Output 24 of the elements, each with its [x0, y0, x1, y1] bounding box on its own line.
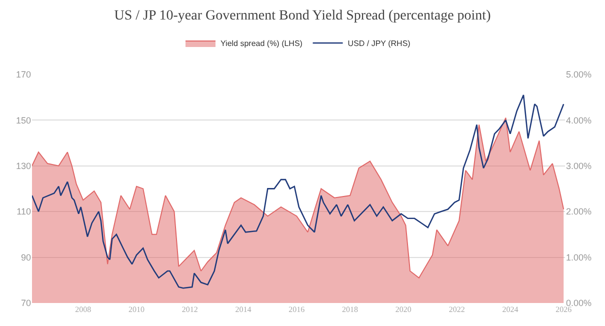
x-tick-label: 2024 [502, 305, 518, 314]
x-tick-label: 2018 [342, 305, 358, 314]
y2-tick-label: 2.00% [566, 206, 592, 217]
y2-tick-label: 4.00% [566, 115, 592, 126]
line-series [32, 94, 564, 289]
x-tick-label: 2016 [288, 305, 305, 314]
y2-tick-label: 3.00% [566, 160, 592, 171]
y-tick-label: 130 [16, 160, 31, 171]
x-tick-label: 2022 [448, 305, 465, 314]
y-tick-label: 110 [16, 206, 31, 217]
y-tick-label: 70 [20, 298, 31, 308]
chart-title: US / JP 10-year Government Bond Yield Spread (percentage point) [114, 8, 492, 24]
x-tick-label: 2012 [182, 305, 198, 314]
y2-tick-label: 1.00% [566, 252, 592, 262]
x-tick-label: 2020 [395, 305, 412, 314]
x-tick-label: 2008 [75, 305, 92, 314]
legend-label: Yield spread (%) (LHS) [220, 39, 303, 48]
y-tick-label: 90 [20, 252, 31, 262]
y2-tick-label: 5.00% [566, 70, 592, 80]
x-tick-label: 2010 [128, 305, 145, 314]
y-tick-label: 150 [16, 115, 31, 126]
legend-label: USD / JPY (RHS) [348, 39, 411, 48]
y-tick-label: 170 [16, 70, 31, 80]
x-tick-label: 2014 [235, 305, 252, 314]
